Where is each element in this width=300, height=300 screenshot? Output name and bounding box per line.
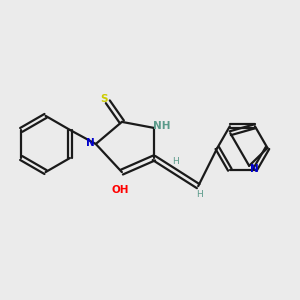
Text: N: N xyxy=(250,164,259,174)
Text: S: S xyxy=(100,94,108,104)
Text: H: H xyxy=(196,190,202,199)
Text: N: N xyxy=(86,138,95,148)
Text: H: H xyxy=(172,157,178,166)
Text: NH: NH xyxy=(153,121,171,131)
Text: OH: OH xyxy=(111,185,129,195)
